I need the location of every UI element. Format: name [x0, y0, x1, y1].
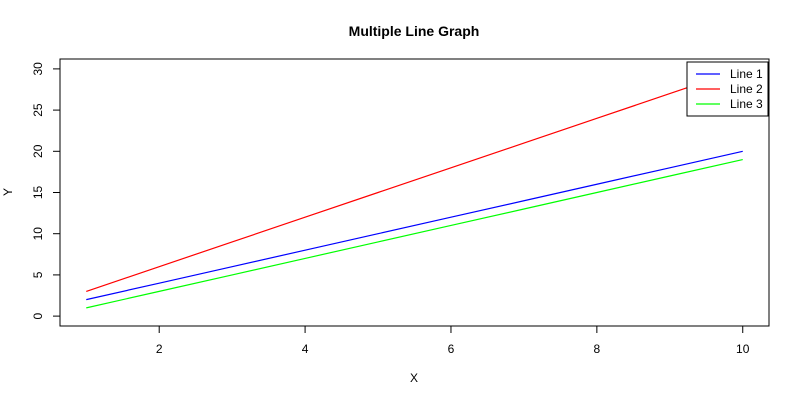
x-tick-label: 10: [736, 342, 750, 356]
x-axis-label: X: [410, 371, 418, 385]
x-tick-label: 2: [156, 342, 163, 356]
x-tick-label: 8: [594, 342, 601, 356]
y-tick-label: 30: [31, 62, 45, 76]
y-tick-label: 25: [31, 103, 45, 117]
legend-label: Line 3: [730, 97, 763, 111]
series-line-3: [86, 158, 743, 309]
series-line-2: [86, 68, 743, 292]
x-tick-label: 6: [448, 342, 455, 356]
y-tick-label: 20: [31, 144, 45, 158]
plot-frame: [59, 58, 770, 327]
y-axis-label: Y: [1, 188, 15, 196]
x-tick-label: 4: [302, 342, 309, 356]
legend-label: Line 1: [730, 67, 763, 81]
x-axis: 2 4 6 8 10: [156, 325, 750, 356]
y-tick-label: 15: [31, 186, 45, 200]
y-tick-label: 0: [31, 312, 45, 319]
series-line-1: [86, 150, 743, 301]
y-tick-label: 5: [31, 271, 45, 278]
y-axis: 0 5 10 15 20 25 30: [31, 62, 61, 319]
chart-title: Multiple Line Graph: [349, 23, 480, 39]
y-tick-label: 10: [31, 227, 45, 241]
legend-label: Line 2: [730, 82, 763, 96]
series-group: [86, 68, 743, 309]
